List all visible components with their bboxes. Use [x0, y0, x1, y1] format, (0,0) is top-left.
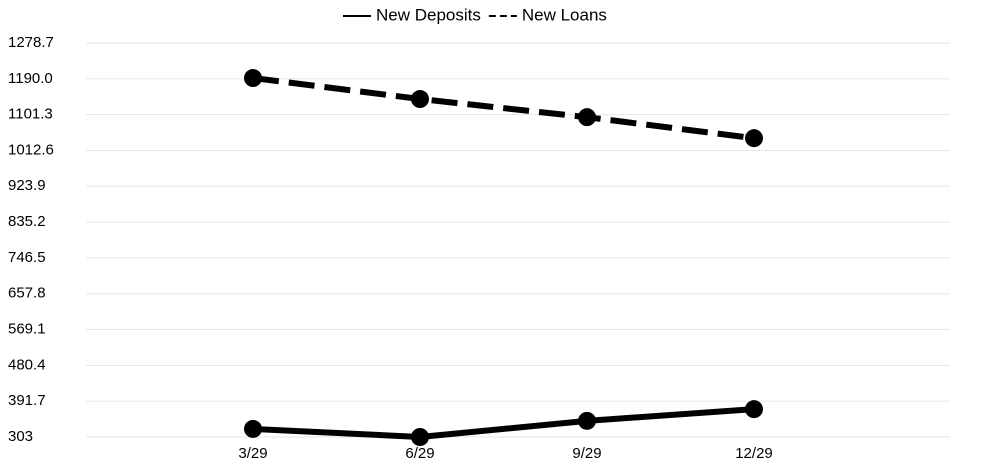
y-tick-label: 1101.3 [8, 106, 53, 123]
y-tick-label: 569.1 [8, 321, 46, 338]
data-point [244, 419, 262, 438]
series-line [252, 406, 755, 441]
y-tick-label: 923.9 [8, 177, 46, 194]
data-point [578, 411, 596, 430]
data-point [244, 69, 262, 88]
y-tick-label: 480.4 [8, 356, 46, 373]
x-tick-label: 9/29 [572, 445, 601, 462]
x-tick-label: 6/29 [405, 445, 434, 462]
y-tick-label: 1278.7 [8, 34, 54, 51]
x-tick-label: 3/29 [238, 445, 267, 462]
y-tick-label: 746.5 [8, 249, 46, 266]
legend-label: New Loans [522, 5, 607, 24]
data-point [745, 129, 763, 148]
x-tick-label: 12/29 [735, 445, 773, 462]
y-tick-label: 1012.6 [8, 141, 54, 158]
y-tick-label: 835.2 [8, 213, 46, 230]
y-tick-label: 657.8 [8, 285, 46, 302]
y-tick-label: 1190.0 [8, 70, 53, 87]
data-point [578, 108, 596, 127]
data-point [411, 428, 429, 446]
data-point [745, 400, 763, 419]
y-tick-label: 391.7 [8, 392, 46, 409]
series-line [252, 75, 755, 142]
data-point [411, 90, 429, 109]
y-tick-label: 303 [8, 428, 33, 445]
legend-label: New Deposits [376, 5, 481, 24]
